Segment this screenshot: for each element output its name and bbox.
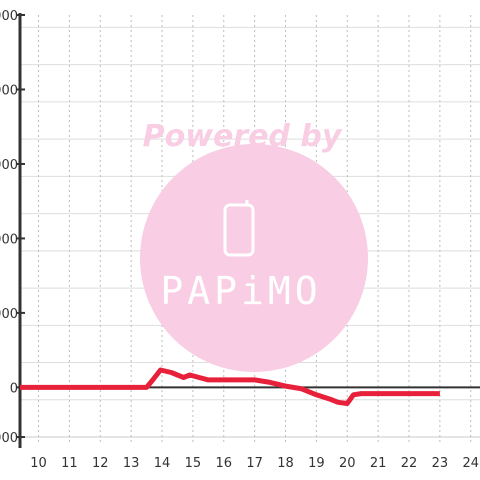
y-tick-label: 60,000	[0, 232, 18, 247]
x-tick-label: 22	[401, 456, 418, 471]
x-tick-label: 13	[123, 456, 140, 471]
x-tick-label: 16	[215, 456, 232, 471]
x-tick-label: 20	[339, 456, 356, 471]
y-tick-label: -20,000	[0, 431, 18, 446]
x-tick-label: 10	[30, 456, 47, 471]
x-tick-label: 15	[185, 456, 202, 471]
watermark-circle	[140, 144, 368, 372]
series-layer	[20, 367, 440, 406]
y-tick-label: 30,000	[0, 307, 18, 322]
x-tick-label: 19	[308, 456, 325, 471]
x-tick-label: 18	[277, 456, 294, 471]
series-line	[20, 367, 440, 406]
x-tick-label: 12	[92, 456, 109, 471]
tick-labels: 150,000 120,000 90,000 60,000 30,000 0 -20,000…	[0, 9, 479, 471]
x-tick-label: 17	[246, 456, 263, 471]
y-tick-label: 0	[10, 381, 18, 396]
grid-lines	[20, 15, 480, 442]
y-tick-label: 120,000	[0, 83, 18, 98]
watermark-logo-text: PAPiMO	[160, 269, 321, 313]
x-tick-label: 14	[154, 456, 171, 471]
phone-icon	[223, 200, 255, 257]
y-tick-label: 90,000	[0, 158, 18, 173]
papimo-watermark: Powered by PAPiMO	[140, 119, 368, 372]
x-tick-label: 11	[61, 456, 78, 471]
x-tick-label: 23	[432, 456, 449, 471]
y-tick-label: 150,000	[0, 9, 18, 24]
x-tick-label: 24	[462, 456, 479, 471]
x-tick-label: 21	[370, 456, 387, 471]
